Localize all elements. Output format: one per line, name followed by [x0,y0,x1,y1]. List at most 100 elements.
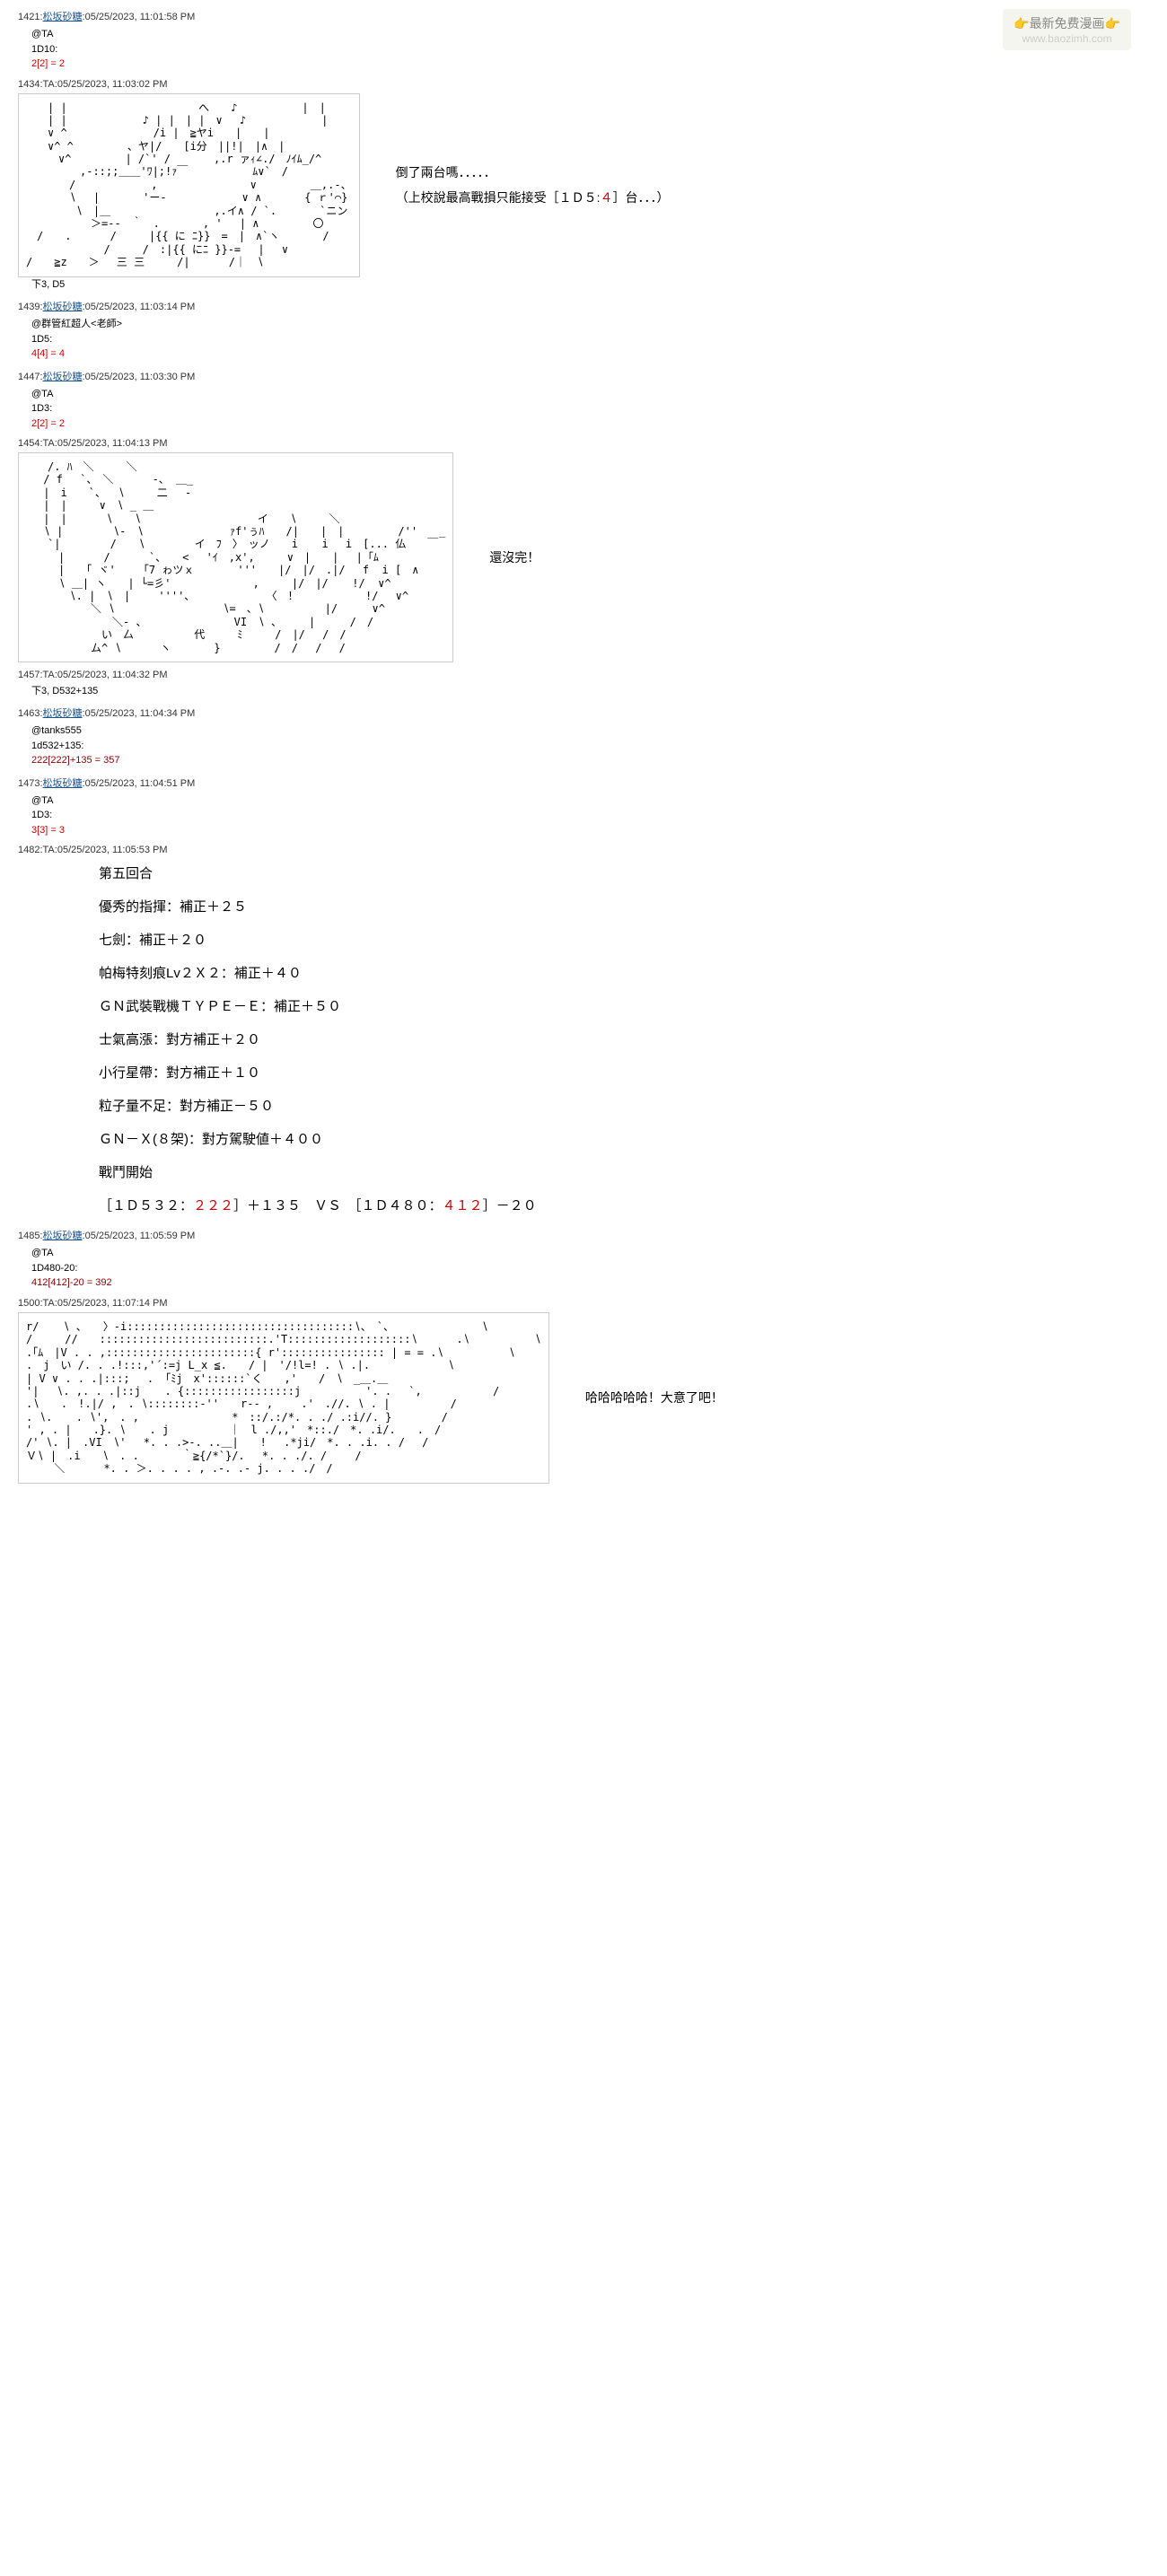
post-header: 1500:TA:05/25/2023, 11:07:14 PM [18,1298,1149,1309]
body-line: 3[3] = 3 [31,823,1149,838]
post-id: 1500: [18,1298,43,1309]
post-header: 1457:TA:05/25/2023, 11:04:32 PM [18,670,1149,680]
body-line: 222[222]+135 = 357 [31,753,1149,768]
body-line: 1D3: [31,401,1149,416]
post: 1454:TA:05/25/2023, 11:04:13 PM /. ﾊ ＼ ＼… [18,438,1149,662]
ascii-row: | | へ ♪ | | | | ♪ | | | | ∨ ♪ | ∨ ^ /i |… [18,93,1149,277]
battle-line: 帕梅特刻痕Lv２Ｘ２：補正＋４０ [99,959,1149,988]
post-timestamp: :05/25/2023, 11:04:51 PM [83,778,196,789]
body-line: 1D10: [31,42,1149,57]
post-timestamp: :05/25/2023, 11:04:32 PM [55,670,168,680]
post-id: 1457: [18,670,43,680]
post: 1421:松坂砂糖:05/25/2023, 11:01:58 PM @TA1D10… [18,9,1149,72]
body-line: 1D480-20: [31,1261,1149,1276]
post-author[interactable]: 松坂砂糖 [43,1231,83,1241]
post-author[interactable]: 松坂砂糖 [43,302,83,312]
body-line: 1D5: [31,332,1149,347]
post-header: 1485:松坂砂糖:05/25/2023, 11:05:59 PM [18,1228,1149,1242]
post-body: @TA1D3:3[3] = 3 [18,793,1149,838]
body-line: @TA [31,1246,1149,1261]
side-text: 哈哈哈哈哈！大意了吧！ [585,1385,724,1410]
post-id: 1463: [18,708,43,719]
below-text: 下3, D5 [18,277,1149,293]
body-line: @tanks555 [31,723,1149,739]
post-timestamp: :05/25/2023, 11:04:13 PM [55,438,168,449]
battle-line: 第五回合 [99,859,1149,889]
post: 1439:松坂砂糖:05/25/2023, 11:03:14 PM @群管紅超人<… [18,299,1149,362]
post-author: TA [43,670,55,680]
post-author: TA [43,845,55,855]
battle-final: ［１Ｄ５３２：２２２］＋１３５ ＶＳ ［１Ｄ４８０：４１２］－２０ [99,1191,1149,1221]
post-header: 1439:松坂砂糖:05/25/2023, 11:03:14 PM [18,299,1149,313]
post: 1463:松坂砂糖:05/25/2023, 11:04:34 PM @tanks5… [18,705,1149,768]
post-body: @TA1D3:2[2] = 2 [18,387,1149,432]
post-timestamp: :05/25/2023, 11:05:53 PM [55,845,168,855]
post-id: 1473: [18,778,43,789]
post-id: 1434: [18,79,43,90]
watermark-badge: 👉最新免费漫画👉 www.baozimh.com [1003,9,1131,50]
body-line: @群管紅超人<老師> [31,317,1149,332]
body-line: 下3, D532+135 [31,684,1149,699]
side-text: 倒了兩台嗎．．．．．（上校說最高戰損只能接受［１Ｄ５:４］台．．．） [396,160,670,210]
body-line: @TA [31,793,1149,809]
post: 1485:松坂砂糖:05/25/2023, 11:05:59 PM @TA1D48… [18,1228,1149,1291]
post-author: TA [43,1298,55,1309]
side-text: 還沒完！ [489,545,540,570]
post-body: @TA1D480-20:412[412]-20 = 392 [18,1246,1149,1291]
post-timestamp: :05/25/2023, 11:03:14 PM [83,302,196,312]
post-id: 1421: [18,12,43,22]
post-body: @tanks5551d532+135:222[222]+135 = 357 [18,723,1149,768]
body-line: @TA [31,387,1149,402]
battle-line: 優秀的指揮：補正＋２５ [99,892,1149,922]
post-author[interactable]: 松坂砂糖 [43,778,83,789]
body-line: 4[4] = 4 [31,346,1149,362]
post: 1457:TA:05/25/2023, 11:04:32 PM 下3, D532+… [18,670,1149,699]
battle-line: ＧＮ－Ｘ(８架)：對方駕駛値＋４００ [99,1125,1149,1154]
post-body: @TA1D10:2[2] = 2 [18,27,1149,72]
ascii-row: /. ﾊ ＼ ＼ / f `、 ＼ -、 ＿_ | i `、 ∖ 二 - | |… [18,452,1149,662]
post-author[interactable]: 松坂砂糖 [43,12,83,22]
ascii-row: r/ ∖ 、 〉-i::::::::::::::::::::::::::::::… [18,1312,1149,1484]
body-line: 1D3: [31,808,1149,823]
ascii-art: | | へ ♪ | | | | ♪ | | | | ∨ ♪ | ∨ ^ /i |… [18,93,360,277]
emoji-point: 👉 [1013,16,1029,31]
post-id: 1439: [18,302,43,312]
body-line: 412[412]-20 = 392 [31,1275,1149,1291]
post-author: TA [43,438,55,449]
post-header: 1473:松坂砂糖:05/25/2023, 11:04:51 PM [18,775,1149,790]
battle-block: 第五回合優秀的指揮：補正＋２５七劍：補正＋２０ 帕梅特刻痕Lv２Ｘ２：補正＋４０ Ｇ… [18,859,1149,1221]
post-body: @群管紅超人<老師>1D5:4[4] = 4 [18,317,1149,362]
battle-line: 粒子量不足：對方補正－５０ [99,1091,1149,1121]
body-line: @TA [31,27,1149,42]
post-id: 1447: [18,372,43,382]
post: 1482:TA:05/25/2023, 11:05:53 PM 第五回合優秀的指揮… [18,845,1149,1221]
post-id: 1482: [18,845,43,855]
body-line: 2[2] = 2 [31,416,1149,432]
post-header: 1454:TA:05/25/2023, 11:04:13 PM [18,438,1149,449]
post: 1473:松坂砂糖:05/25/2023, 11:04:51 PM @TA1D3:… [18,775,1149,838]
body-line: 2[2] = 2 [31,57,1149,72]
battle-line: ＧＮ武裝戰機ＴＹＰＥ－Ｅ：補正＋５０ [99,992,1149,1021]
post-header: 1421:松坂砂糖:05/25/2023, 11:01:58 PM [18,9,1149,23]
post: 1500:TA:05/25/2023, 11:07:14 PM r/ ∖ 、 〉-… [18,1298,1149,1484]
post-header: 1447:松坂砂糖:05/25/2023, 11:03:30 PM [18,369,1149,383]
battle-line: 七劍：補正＋２０ [99,925,1149,955]
post-timestamp: :05/25/2023, 11:01:58 PM [83,12,196,22]
post-author[interactable]: 松坂砂糖 [43,372,83,382]
battle-line: 戰鬥開始 [99,1158,1149,1187]
post-timestamp: :05/25/2023, 11:04:34 PM [83,708,196,719]
post-timestamp: :05/25/2023, 11:03:02 PM [55,79,168,90]
post-author[interactable]: 松坂砂糖 [43,708,83,719]
post-timestamp: :05/25/2023, 11:05:59 PM [83,1231,196,1241]
post-header: 1482:TA:05/25/2023, 11:05:53 PM [18,845,1149,855]
post: 1447:松坂砂糖:05/25/2023, 11:03:30 PM @TA1D3:… [18,369,1149,432]
ascii-art: r/ ∖ 、 〉-i::::::::::::::::::::::::::::::… [18,1312,549,1484]
post-timestamp: :05/25/2023, 11:07:14 PM [55,1298,168,1309]
post-id: 1485: [18,1231,43,1241]
post-timestamp: :05/25/2023, 11:03:30 PM [83,372,196,382]
body-line: 1d532+135: [31,739,1149,754]
post-author: TA [43,79,55,90]
battle-line: 小行星帶：對方補正＋１０ [99,1058,1149,1088]
post: 1434:TA:05/25/2023, 11:03:02 PM | | へ ♪ … [18,79,1149,293]
post-header: 1434:TA:05/25/2023, 11:03:02 PM [18,79,1149,90]
